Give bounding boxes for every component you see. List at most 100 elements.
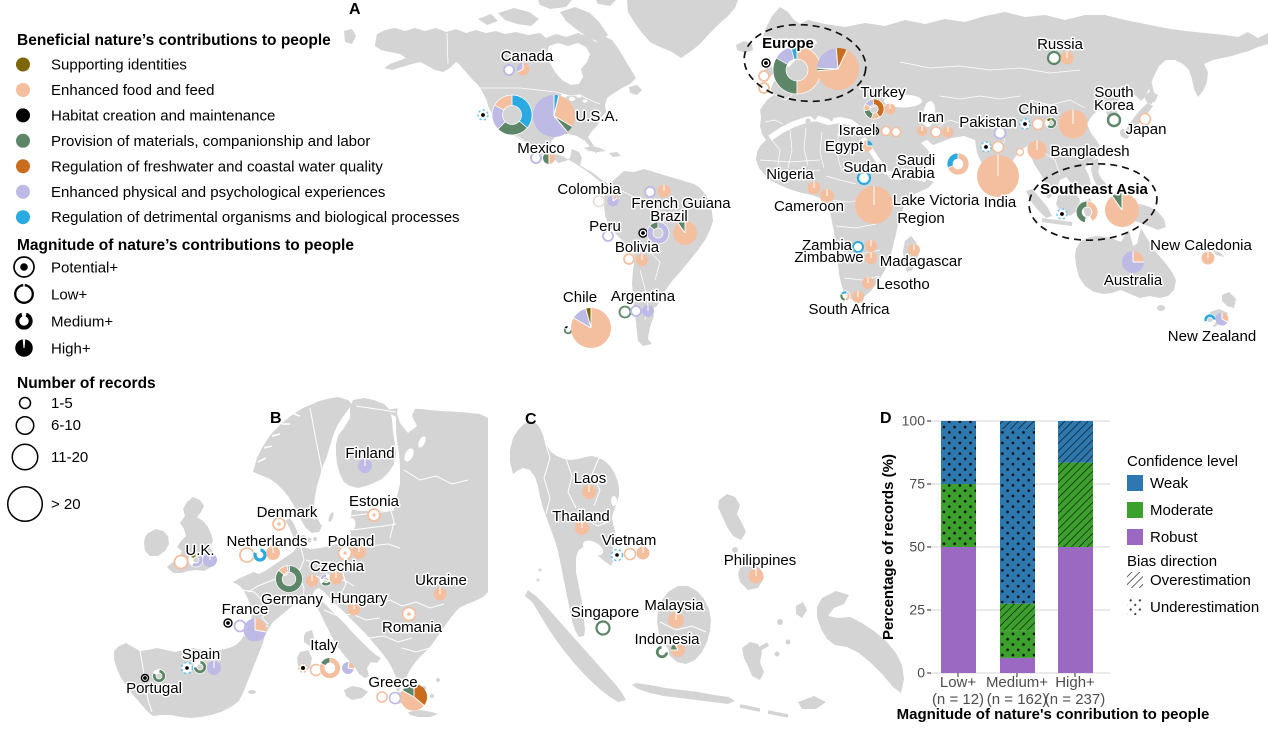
svg-text:(n = 12): (n = 12): [932, 691, 984, 708]
svg-text:Colombia: Colombia: [557, 181, 621, 198]
svg-text:Turkey: Turkey: [860, 84, 906, 101]
svg-text:Brazil: Brazil: [650, 208, 688, 225]
svg-text:Italy: Italy: [310, 637, 338, 654]
svg-text:Southeast Asia: Southeast Asia: [1040, 181, 1148, 198]
svg-text:Sudan: Sudan: [843, 159, 886, 176]
svg-text:Romania: Romania: [382, 619, 443, 636]
svg-text:Iran: Iran: [918, 109, 944, 126]
svg-text:75: 75: [909, 476, 925, 492]
svg-text:Arabia: Arabia: [891, 165, 935, 182]
svg-text:Philippines: Philippines: [724, 552, 797, 569]
svg-text:Estonia: Estonia: [349, 493, 400, 510]
svg-text:Egypt: Egypt: [825, 138, 864, 155]
svg-text:C: C: [525, 411, 537, 428]
svg-text:Greece: Greece: [368, 674, 417, 691]
svg-text:Korea: Korea: [1094, 97, 1135, 114]
svg-text:Bias direction: Bias direction: [1127, 553, 1217, 570]
svg-text:1-5: 1-5: [51, 395, 73, 412]
svg-text:> 20: > 20: [51, 496, 81, 513]
svg-text:China: China: [1018, 101, 1058, 118]
svg-text:Magnitude of nature’s contribu: Magnitude of nature’s contributions to p…: [17, 237, 354, 254]
svg-text:A: A: [349, 1, 361, 18]
svg-text:Japan: Japan: [1126, 121, 1167, 138]
svg-text:Finland: Finland: [345, 445, 394, 462]
svg-text:Pakistan: Pakistan: [959, 114, 1017, 131]
svg-text:Low+: Low+: [51, 287, 88, 304]
svg-text:Medium+: Medium+: [51, 314, 113, 331]
svg-text:Underestimation: Underestimation: [1150, 599, 1259, 616]
svg-text:Habitat creation and maintenan: Habitat creation and maintenance: [51, 107, 275, 124]
svg-text:Potential+: Potential+: [51, 260, 118, 277]
svg-text:Robust: Robust: [1150, 529, 1198, 546]
svg-text:Mexico: Mexico: [517, 140, 565, 157]
svg-text:Cameroon: Cameroon: [774, 198, 844, 215]
svg-text:Medium+: Medium+: [986, 674, 1048, 691]
svg-text:Poland: Poland: [328, 533, 375, 550]
svg-text:Portugal: Portugal: [126, 680, 182, 697]
svg-text:Low+: Low+: [940, 674, 977, 691]
svg-text:Peru: Peru: [589, 218, 621, 235]
svg-text:Confidence level: Confidence level: [1127, 453, 1238, 470]
svg-text:100: 100: [902, 413, 926, 429]
svg-text:Saudi: Saudi: [897, 152, 935, 169]
svg-text:D: D: [880, 410, 892, 427]
svg-text:South Africa: South Africa: [809, 301, 891, 318]
svg-text:Bangladesh: Bangladesh: [1050, 143, 1129, 160]
svg-text:Weak: Weak: [1150, 475, 1189, 492]
svg-text:Enhanced physical and psycholo: Enhanced physical and psychological expe…: [51, 184, 385, 201]
svg-text:Madagascar: Madagascar: [880, 253, 963, 270]
svg-text:Regulation of detrimental orga: Regulation of detrimental organisms and …: [51, 209, 460, 226]
svg-text:Malaysia: Malaysia: [644, 597, 704, 614]
svg-text:Israel: Israel: [839, 122, 876, 139]
svg-text:B: B: [270, 410, 282, 427]
svg-text:High+: High+: [1055, 674, 1095, 691]
svg-text:Singapore: Singapore: [571, 604, 639, 621]
svg-text:High+: High+: [51, 341, 91, 358]
svg-text:Netherlands: Netherlands: [227, 533, 308, 550]
svg-text:Magnitude of nature's conribut: Magnitude of nature's conribution to peo…: [897, 706, 1210, 723]
svg-text:(n = 237): (n = 237): [1045, 691, 1105, 708]
svg-text:U.S.A.: U.S.A.: [575, 108, 618, 125]
svg-text:Overestimation: Overestimation: [1150, 572, 1251, 589]
svg-text:Russia: Russia: [1037, 36, 1084, 53]
svg-text:Region: Region: [897, 210, 945, 227]
svg-text:Percentage of records (%): Percentage of records (%): [880, 454, 897, 640]
svg-text:Lake Victoria: Lake Victoria: [893, 192, 980, 209]
svg-text:Germany: Germany: [261, 591, 323, 608]
svg-text:New Zealand: New Zealand: [1168, 328, 1256, 345]
svg-text:Regulation of freshwater and c: Regulation of freshwater and coastal wat…: [51, 158, 383, 175]
svg-text:France: France: [222, 601, 269, 618]
svg-text:India: India: [984, 194, 1017, 211]
svg-text:Bolivia: Bolivia: [615, 239, 660, 256]
svg-text:Hungary: Hungary: [331, 590, 388, 607]
svg-text:Denmark: Denmark: [257, 504, 318, 521]
svg-text:Laos: Laos: [574, 470, 607, 487]
svg-text:Provision of materials, compan: Provision of materials, companionship an…: [51, 133, 370, 150]
svg-text:Thailand: Thailand: [552, 508, 610, 525]
svg-text:11-20: 11-20: [51, 449, 88, 466]
svg-text:Moderate: Moderate: [1150, 502, 1213, 519]
svg-text:Zimbabwe: Zimbabwe: [794, 249, 863, 266]
svg-text:Number of records: Number of records: [17, 375, 156, 392]
svg-text:Chile: Chile: [563, 289, 597, 306]
svg-text:Enhanced food and feed: Enhanced food and feed: [51, 82, 214, 99]
svg-text:Zambia: Zambia: [802, 237, 853, 254]
svg-text:South: South: [1094, 84, 1133, 101]
svg-text:0: 0: [917, 665, 925, 681]
svg-text:Canada: Canada: [501, 48, 554, 65]
svg-text:French Guiana: French Guiana: [631, 195, 731, 212]
svg-text:(n = 162): (n = 162): [987, 691, 1047, 708]
svg-text:Beneficial nature’s contributi: Beneficial nature’s contributions to peo…: [17, 32, 331, 49]
svg-text:50: 50: [909, 539, 925, 555]
svg-text:25: 25: [909, 602, 925, 618]
svg-text:Ukraine: Ukraine: [415, 572, 467, 589]
svg-text:Lesotho: Lesotho: [876, 276, 929, 293]
svg-text:New Caledonia: New Caledonia: [1150, 237, 1252, 254]
svg-text:Nigeria: Nigeria: [766, 166, 814, 183]
svg-text:Europe: Europe: [762, 35, 814, 52]
svg-text:Argentina: Argentina: [611, 288, 676, 305]
svg-text:Vietnam: Vietnam: [602, 532, 657, 549]
svg-text:U.K.: U.K.: [185, 542, 214, 559]
svg-text:Indonesia: Indonesia: [634, 631, 700, 648]
svg-text:Spain: Spain: [182, 646, 220, 663]
